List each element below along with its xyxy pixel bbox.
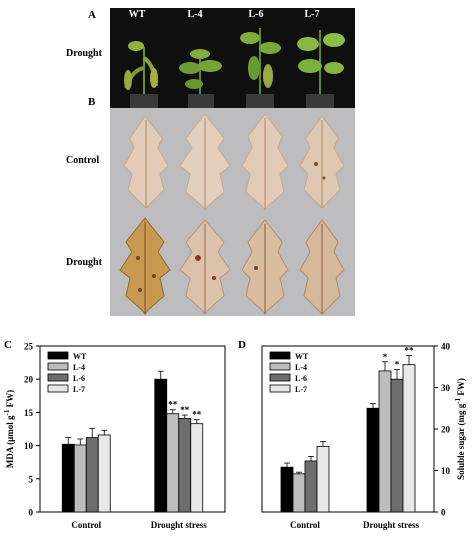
y-axis-label: Soluble sugar (mg g-1 FW) (454, 378, 466, 480)
bar-l-6-0 (85, 437, 99, 513)
legend-swatch-l-6 (269, 373, 291, 382)
significance-mark: * (395, 360, 400, 370)
plant-photo-illustration (124, 28, 345, 108)
legend-label-l-7: L-7 (295, 385, 307, 394)
bar-l-6-0 (304, 460, 318, 513)
x-category-label: Control (71, 520, 101, 530)
leaf-photo-illustration (119, 113, 345, 315)
panel-letter-c: C (4, 339, 12, 351)
bar-l-7-1 (190, 423, 204, 513)
significance-mark: ** (168, 400, 178, 410)
legend-label-l-7: L-7 (73, 385, 85, 394)
y-tick-label: 0 (29, 508, 34, 518)
bar-wt-1 (154, 378, 168, 513)
y-tick-label: 5 (29, 474, 34, 484)
significance-mark: * (383, 352, 388, 362)
col-label-l4: L-4 (187, 9, 203, 20)
legend-label-l-6: L-6 (295, 374, 307, 383)
x-category-label: Control (290, 520, 320, 530)
y-axis-label: MDA (μmol g-1 FW) (3, 390, 15, 468)
y-tick-label: 15 (24, 408, 34, 418)
bar-l-7-1 (402, 364, 416, 513)
panel-b-letter: B (88, 96, 96, 108)
legend-swatch-l-7 (269, 384, 291, 393)
legend-swatch-l-4 (269, 362, 291, 371)
panel-a-row-label: Drought (66, 48, 102, 59)
bar-l-4-0 (292, 473, 306, 513)
plot-frame (39, 345, 226, 513)
bar-l-4-0 (73, 444, 87, 513)
legend-swatch-l-6 (47, 373, 69, 382)
chart-d: D 0 10 20 30 40 Soluble sugar (mg g-1 FW) Contr… (238, 339, 466, 530)
legend-swatch-l-4 (47, 362, 69, 371)
x-category-label: Drought stress (151, 520, 207, 530)
plant-l6 (240, 28, 281, 108)
bar-l-4-1 (378, 370, 392, 513)
bar-wt-0 (61, 443, 75, 513)
legend-label-l-6: L-6 (73, 374, 85, 383)
y-tick-label: 40 (441, 342, 451, 352)
panel-b-row-label-control: Control (66, 155, 100, 166)
panel-b-row-label-drought: Drought (66, 257, 102, 268)
panel-b-photo (110, 108, 355, 316)
y-tick-label: 25 (24, 342, 34, 352)
bar-l-7-0 (97, 434, 111, 513)
panel-a-letter: A (88, 9, 96, 21)
bar-wt-1 (366, 407, 380, 513)
legend-label-l-4: L-4 (295, 363, 307, 372)
legend-swatch-l-7 (47, 384, 69, 393)
panel-a-photo (110, 8, 355, 108)
plant-wt (124, 41, 158, 108)
col-label-l7: L-7 (304, 9, 320, 20)
legend-label-wt: WT (73, 352, 87, 361)
legend-swatch-wt (269, 351, 291, 360)
col-label-wt: WT (128, 9, 146, 20)
legend-label-wt: WT (295, 352, 309, 361)
bar-l-4-1 (166, 413, 180, 513)
bar-l-6-1 (390, 378, 404, 513)
significance-mark: ** (192, 410, 202, 420)
plant-l7 (297, 30, 345, 108)
bar-wt-0 (280, 466, 294, 513)
x-category-label: Drought stress (363, 520, 419, 530)
legend-label-l-4: L-4 (73, 363, 85, 372)
legend-swatch-wt (47, 351, 69, 360)
significance-mark: ** (405, 346, 415, 356)
leaf-row-control (123, 113, 345, 211)
col-label-l6: L-6 (248, 9, 264, 20)
panel-letter-d: D (238, 339, 246, 351)
y-tick-label: 10 (441, 466, 451, 476)
plant-l4 (179, 49, 222, 108)
y-tick-label: 0 (441, 508, 446, 518)
bar-l-6-1 (178, 417, 192, 513)
significance-mark: ** (180, 405, 190, 415)
y-tick-label: 10 (24, 441, 34, 451)
y-tick-label: 20 (441, 425, 451, 435)
y-tick-label: 20 (24, 375, 34, 385)
bar-l-7-0 (316, 446, 330, 513)
y-tick-label: 30 (441, 383, 451, 393)
leaf-row-drought (119, 217, 345, 315)
